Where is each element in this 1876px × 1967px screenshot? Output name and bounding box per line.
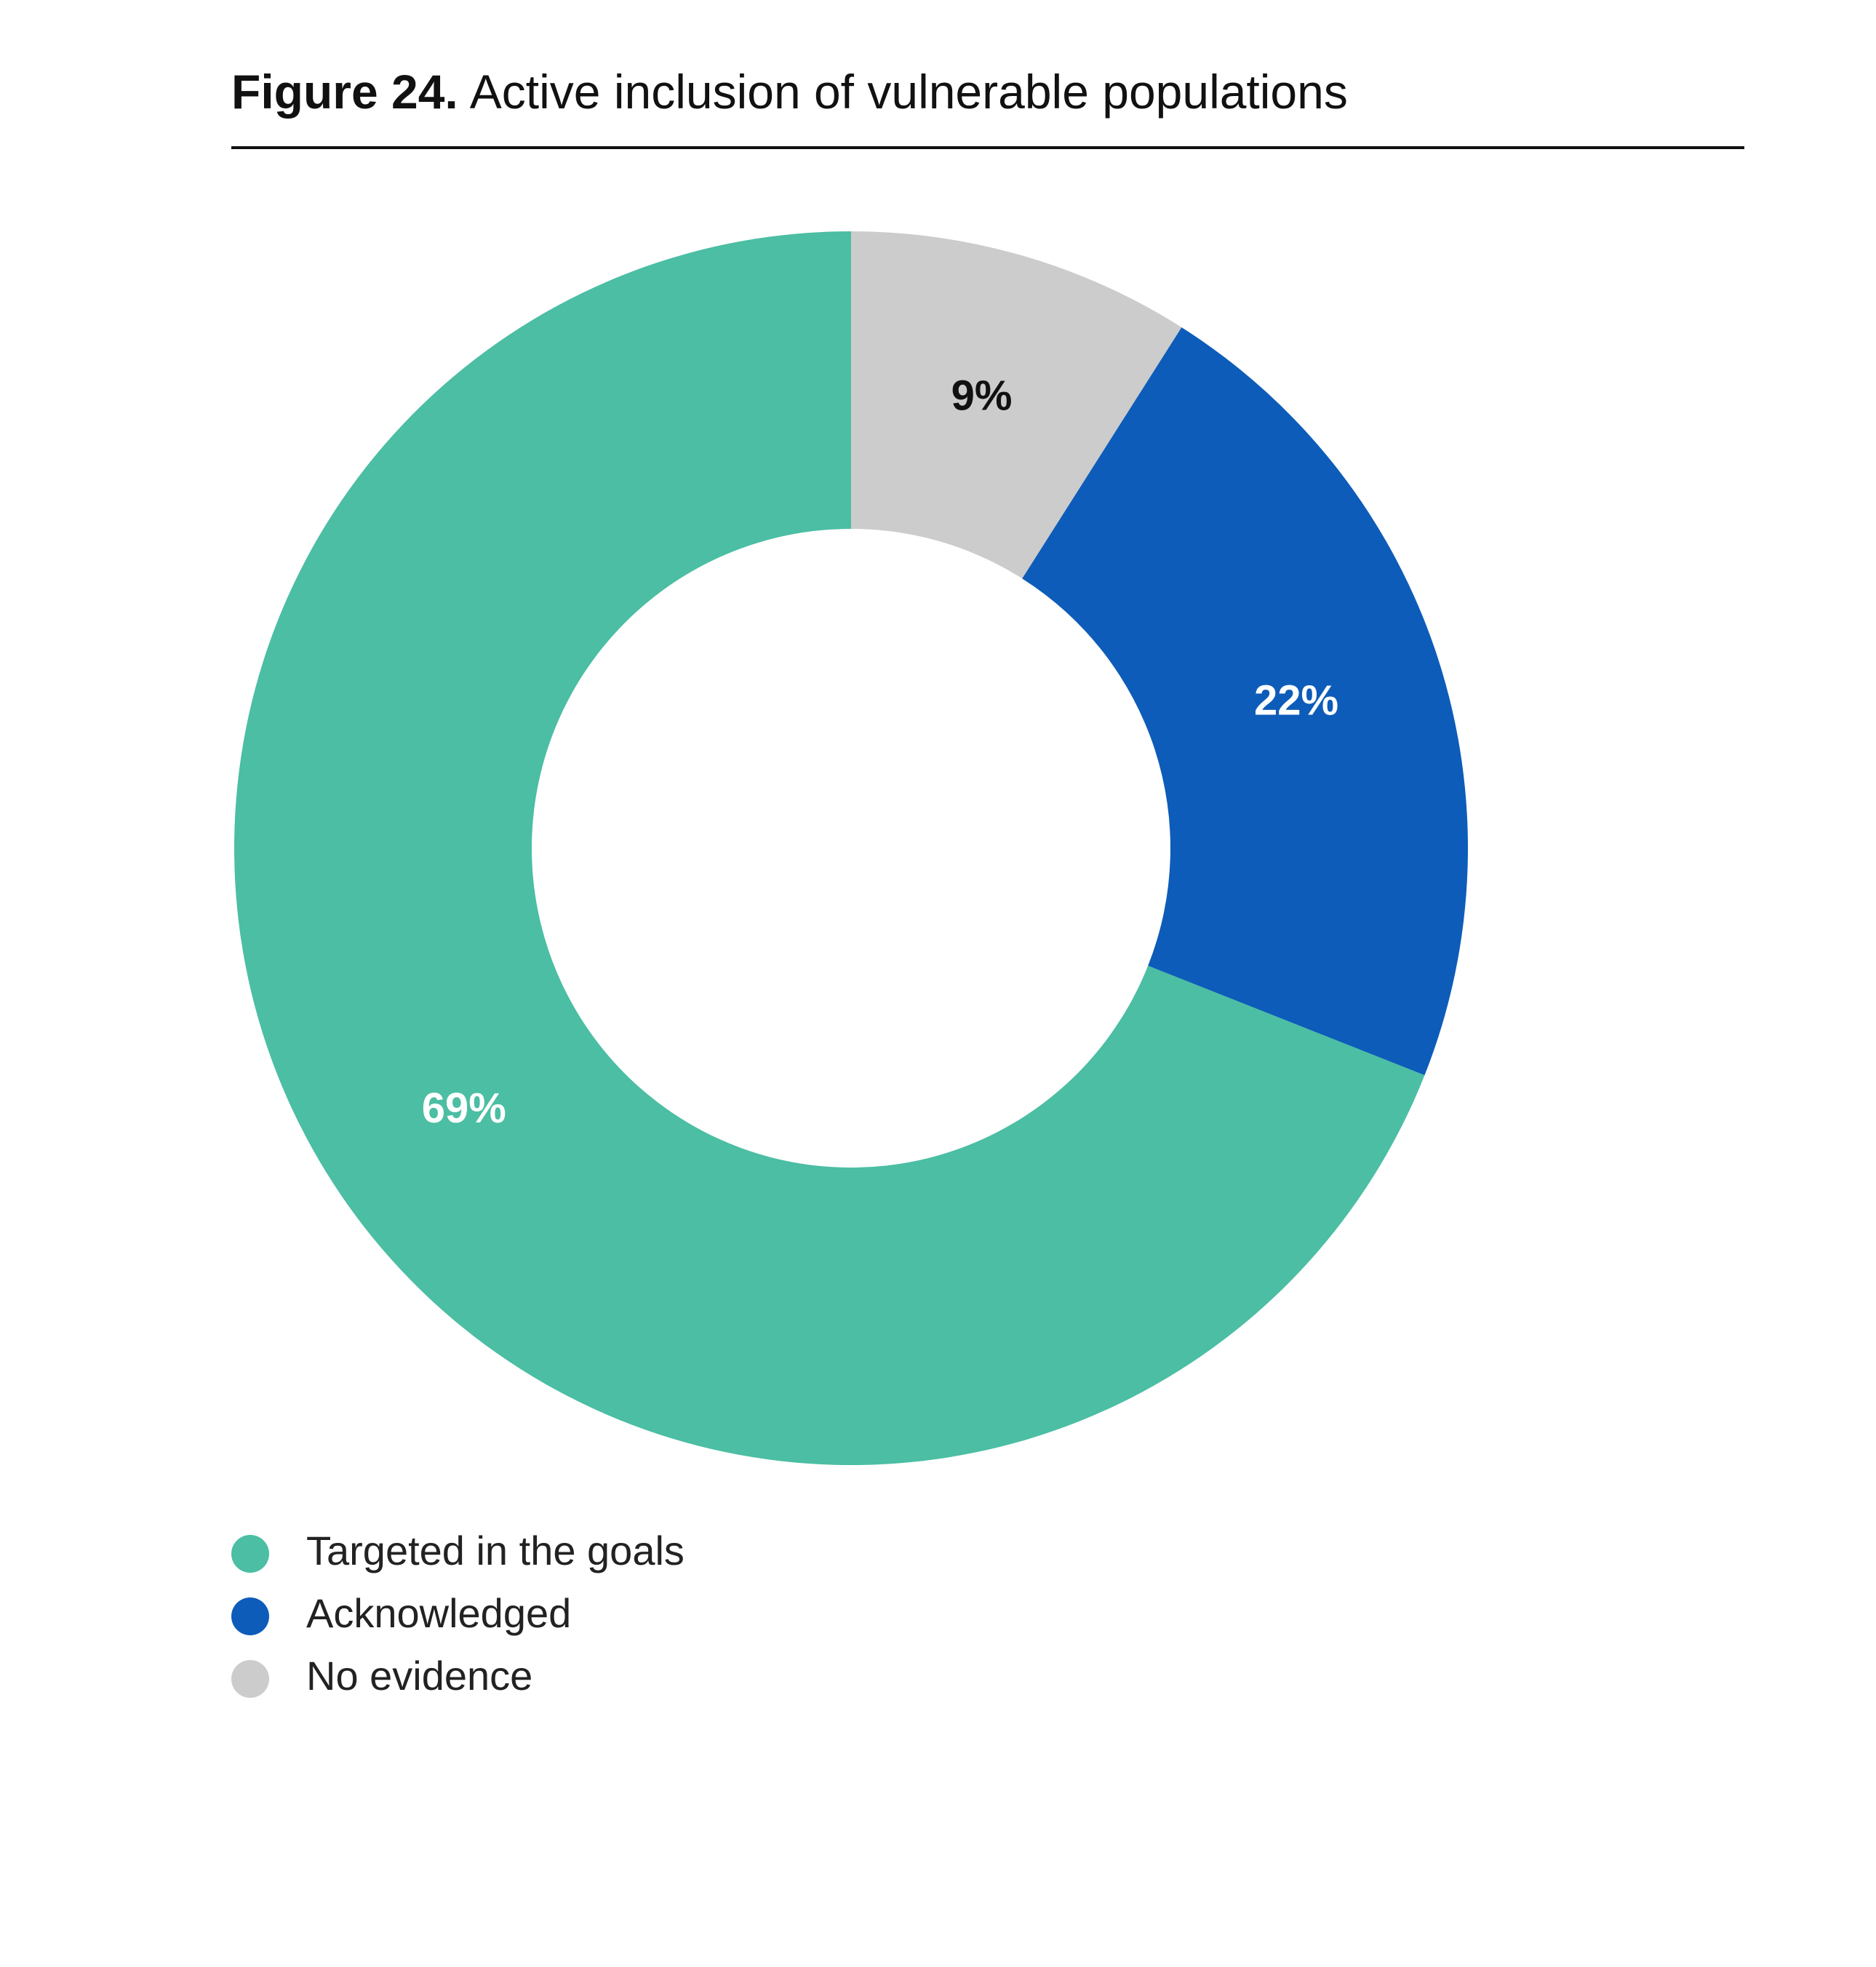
legend-label: Acknowledged xyxy=(306,1590,571,1636)
figure-label: Figure 24. xyxy=(231,65,458,119)
data-label: 9% xyxy=(951,372,1013,419)
data-label: 69% xyxy=(422,1085,506,1132)
chart-title: Figure 24. Active inclusion of vulnerable… xyxy=(231,65,1348,119)
legend-marker xyxy=(231,1535,269,1573)
legend-label: No evidence xyxy=(306,1653,532,1699)
legend-marker xyxy=(231,1660,269,1698)
donut-slice xyxy=(234,231,1425,1465)
donut-slice xyxy=(1022,327,1468,1076)
donut-slice xyxy=(851,231,1182,579)
title-text: Active inclusion of vulnerable populatio… xyxy=(470,65,1348,119)
legend-label: Targeted in the goals xyxy=(306,1528,684,1573)
data-label: 22% xyxy=(1254,677,1338,724)
legend-marker xyxy=(231,1597,269,1635)
